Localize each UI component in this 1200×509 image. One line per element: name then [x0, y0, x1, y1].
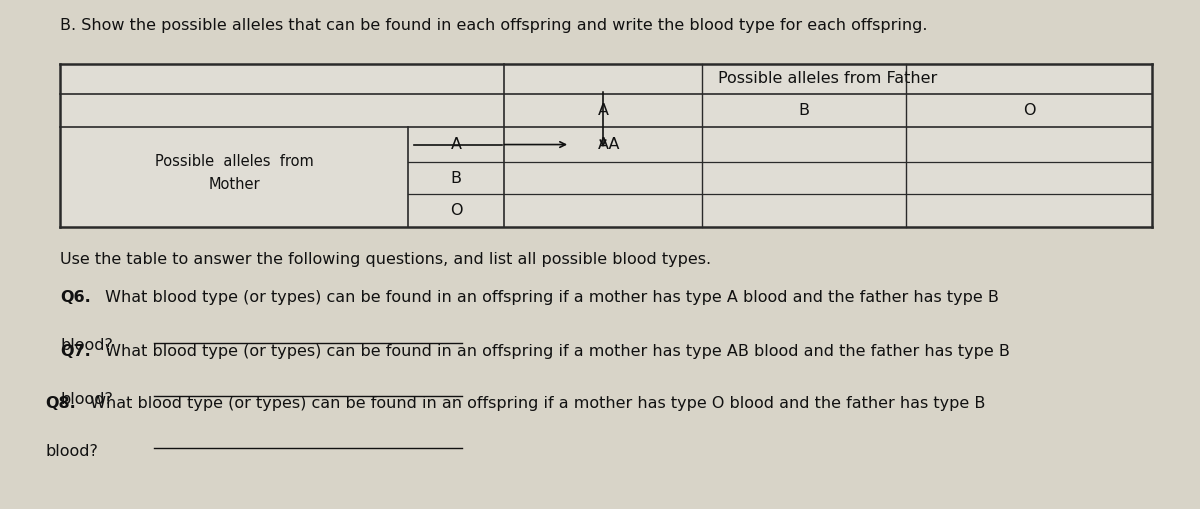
Text: B: B: [450, 171, 462, 186]
Text: blood?: blood?: [60, 392, 113, 407]
Text: Mother: Mother: [208, 177, 260, 192]
Text: Possible alleles from Father: Possible alleles from Father: [719, 71, 937, 87]
Text: What blood type (or types) can be found in an offspring if a mother has type A b: What blood type (or types) can be found …: [100, 290, 998, 305]
Text: What blood type (or types) can be found in an offspring if a mother has type O b: What blood type (or types) can be found …: [85, 396, 985, 411]
Text: blood?: blood?: [46, 444, 98, 459]
Text: B. Show the possible alleles that can be found in each offspring and write the b: B. Show the possible alleles that can be…: [60, 18, 928, 33]
Text: Q8.: Q8.: [46, 396, 77, 411]
Text: Use the table to answer the following questions, and list all possible blood typ: Use the table to answer the following qu…: [60, 252, 712, 267]
Text: O: O: [450, 203, 462, 218]
Text: What blood type (or types) can be found in an offspring if a mother has type AB : What blood type (or types) can be found …: [100, 344, 1009, 358]
Text: Q6.: Q6.: [60, 290, 91, 305]
Text: AA: AA: [598, 137, 620, 152]
Text: blood?: blood?: [60, 338, 113, 353]
Text: A: A: [450, 137, 462, 152]
Text: O: O: [1022, 103, 1036, 118]
Bar: [60, 64, 1152, 227]
Text: B: B: [798, 103, 810, 118]
Text: Q7.: Q7.: [60, 344, 91, 358]
Text: Possible  alleles  from: Possible alleles from: [155, 154, 313, 169]
Text: A: A: [598, 103, 608, 118]
